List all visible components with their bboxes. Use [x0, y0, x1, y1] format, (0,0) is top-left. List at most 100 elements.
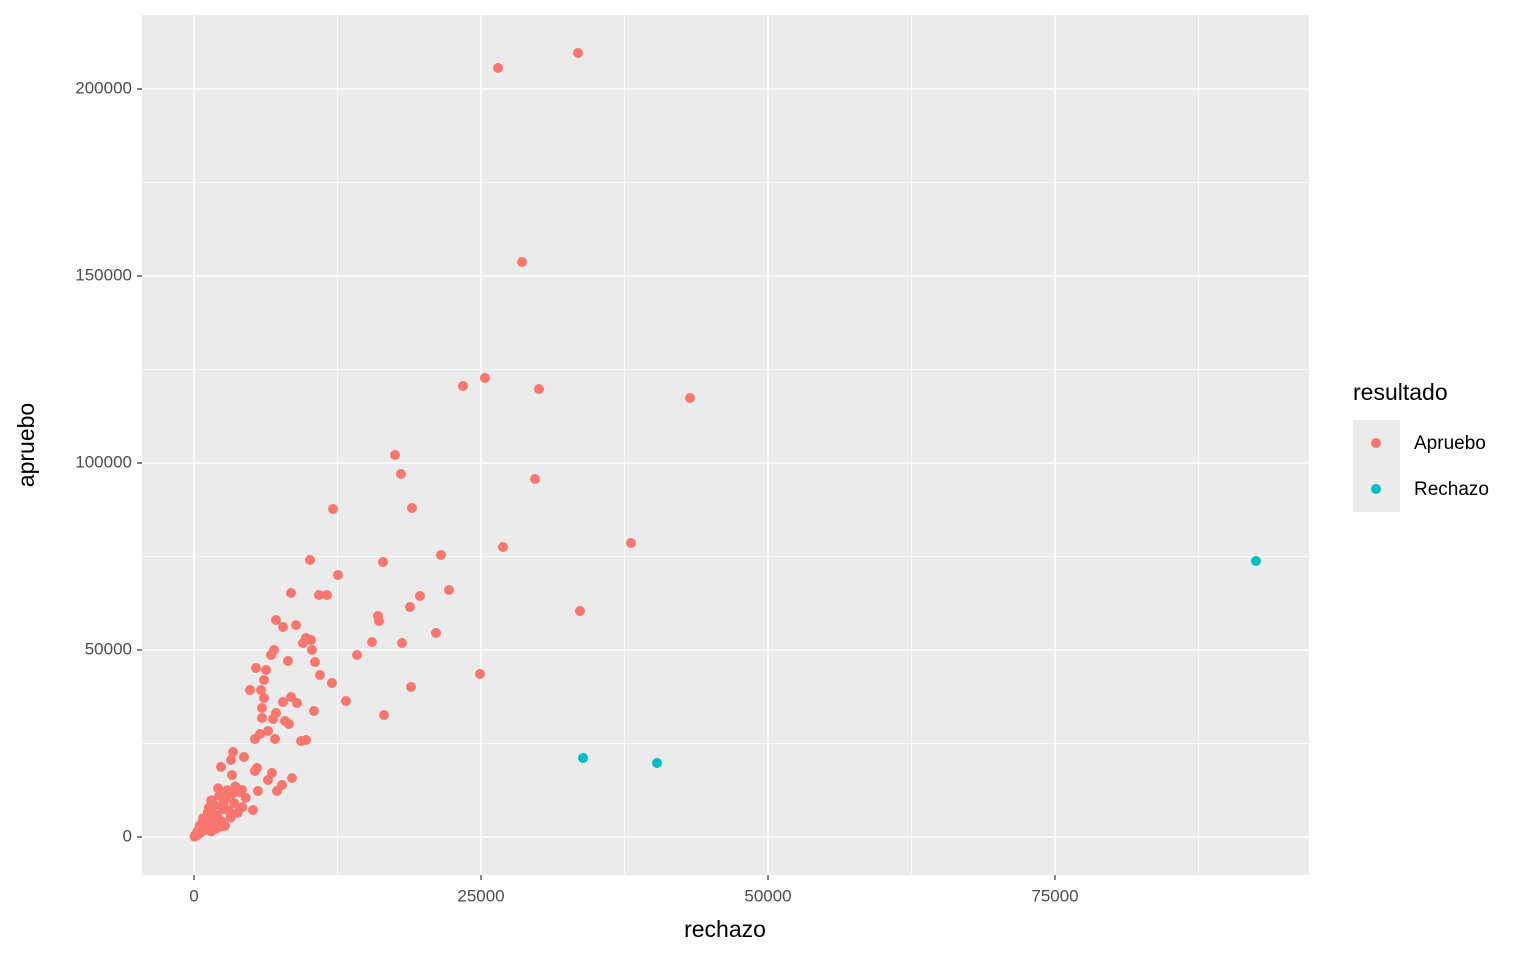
- point: [352, 650, 363, 661]
- point: [278, 697, 289, 708]
- point: [1251, 556, 1262, 567]
- point: [626, 537, 637, 548]
- point: [578, 753, 589, 764]
- point: [238, 752, 249, 763]
- point: [530, 474, 541, 485]
- point: [367, 637, 378, 648]
- point: [414, 590, 425, 601]
- point: [285, 587, 296, 598]
- point: [292, 698, 303, 709]
- panel: [142, 15, 1309, 875]
- point: [390, 450, 401, 461]
- point: [328, 503, 339, 514]
- legend-key: [1371, 438, 1381, 448]
- point: [333, 570, 344, 581]
- legend-title: resultado: [1353, 379, 1448, 405]
- point: [245, 685, 256, 696]
- point: [374, 616, 385, 627]
- point: [405, 602, 416, 613]
- point: [278, 622, 289, 633]
- point: [253, 786, 264, 797]
- point: [291, 620, 302, 631]
- point: [436, 550, 447, 561]
- x-axis-title: rechazo: [684, 916, 766, 942]
- point: [228, 747, 239, 758]
- point: [284, 719, 295, 730]
- x-tick-label: 25000: [457, 886, 504, 905]
- point: [307, 645, 318, 656]
- point: [493, 62, 504, 73]
- point: [407, 503, 418, 514]
- point: [310, 657, 321, 668]
- point: [222, 785, 233, 796]
- x-tick-label: 50000: [744, 886, 791, 905]
- point: [271, 615, 282, 626]
- legend-label: Rechazo: [1414, 479, 1489, 500]
- point: [298, 637, 309, 648]
- point: [225, 812, 236, 823]
- point: [396, 637, 407, 648]
- point: [248, 805, 259, 816]
- point: [268, 714, 279, 725]
- y-tick-label: 50000: [85, 639, 132, 658]
- y-tick-label: 200000: [75, 78, 132, 97]
- point: [379, 710, 390, 721]
- point: [234, 787, 245, 798]
- point: [218, 798, 229, 809]
- point: [270, 734, 281, 745]
- point: [203, 802, 214, 813]
- point: [314, 590, 325, 601]
- point: [575, 606, 586, 617]
- point: [257, 713, 268, 724]
- point: [405, 682, 416, 693]
- point: [237, 802, 248, 813]
- point: [257, 703, 268, 714]
- point: [251, 663, 262, 674]
- point: [266, 650, 277, 661]
- point: [475, 669, 486, 680]
- point: [259, 693, 270, 704]
- point: [652, 758, 663, 769]
- legend-keys: [1353, 420, 1400, 512]
- point: [498, 542, 509, 553]
- point: [216, 761, 227, 772]
- point: [213, 783, 224, 794]
- point: [250, 734, 261, 745]
- point: [573, 47, 584, 58]
- point: [263, 775, 274, 786]
- point: [287, 773, 298, 784]
- point: [256, 685, 267, 696]
- point: [340, 695, 351, 706]
- y-tick-label: 100000: [75, 452, 132, 471]
- point: [206, 826, 217, 837]
- point: [296, 736, 307, 747]
- point: [252, 763, 263, 774]
- point: [272, 786, 283, 797]
- point: [226, 755, 237, 766]
- point: [215, 821, 226, 832]
- point: [263, 726, 274, 737]
- x-tick-label: 0: [189, 886, 198, 905]
- point: [283, 656, 294, 667]
- point: [259, 674, 270, 685]
- y-tick-label: 0: [123, 826, 132, 845]
- point: [377, 557, 388, 568]
- point: [396, 469, 407, 480]
- point: [322, 590, 333, 601]
- point: [685, 392, 696, 403]
- legend-label: Apruebo: [1414, 433, 1486, 454]
- point: [431, 628, 442, 639]
- point: [479, 373, 490, 384]
- point: [444, 585, 455, 596]
- point: [229, 798, 240, 809]
- point: [309, 706, 320, 717]
- point: [534, 384, 545, 395]
- point: [193, 829, 204, 840]
- x-tick-label: 75000: [1031, 886, 1078, 905]
- point: [261, 665, 272, 676]
- point: [227, 769, 238, 780]
- point: [327, 678, 338, 689]
- legend-key: [1371, 484, 1381, 494]
- y-axis-title: apruebo: [13, 403, 39, 487]
